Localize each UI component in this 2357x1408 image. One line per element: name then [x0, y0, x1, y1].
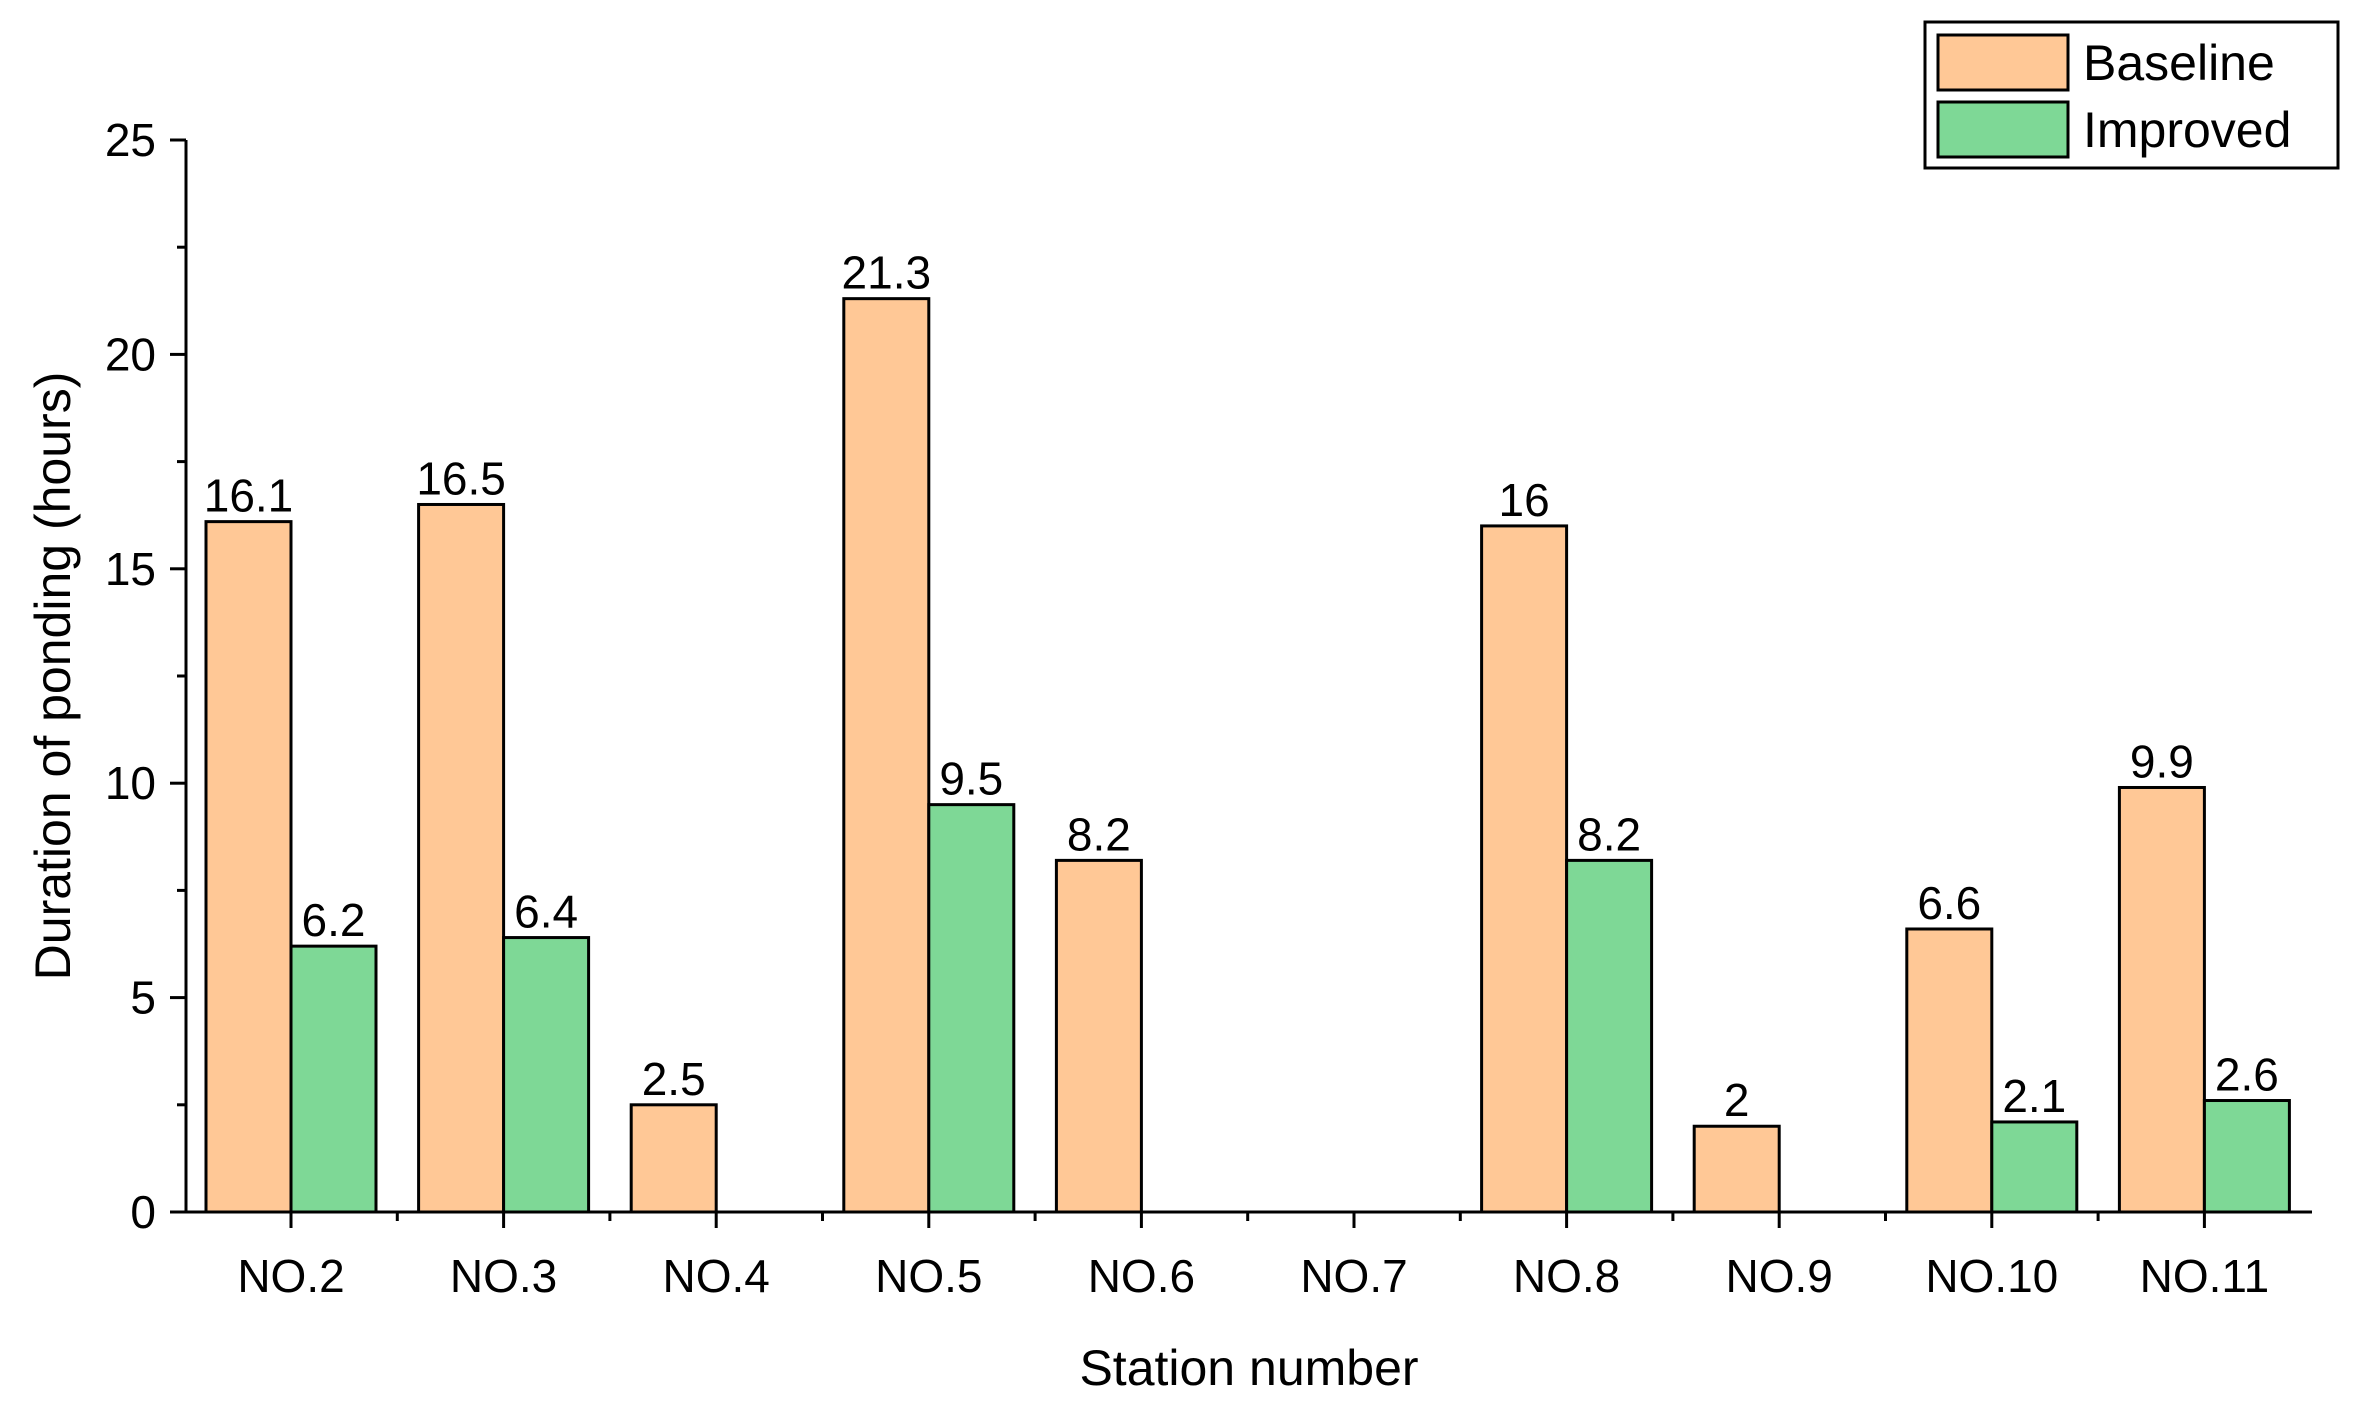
bar-value-label-baseline-0: 16.1	[204, 470, 294, 522]
bar-value-label-baseline-4: 8.2	[1067, 808, 1131, 860]
bar-baseline-2	[629, 1103, 718, 1214]
bar-value-label-improved-0: 6.2	[302, 894, 366, 946]
legend-swatch-baseline	[1936, 33, 2070, 92]
bar-value-label-baseline-7: 2	[1724, 1074, 1750, 1126]
bar-value-label-baseline-1: 16.5	[416, 452, 506, 504]
x-tick-label-3: NO.5	[875, 1250, 982, 1302]
bar-baseline-9	[2117, 785, 2206, 1214]
x-tick-label-8: NO.10	[1925, 1250, 2058, 1302]
bar-value-label-baseline-6: 16	[1499, 474, 1550, 526]
bar-value-label-improved-3: 9.5	[939, 753, 1003, 805]
y-tick-label-5: 25	[105, 114, 156, 166]
y-ticks-group: 0 5 10 15 20 25	[105, 114, 186, 1238]
x-axis-title: Station number	[1079, 1340, 1418, 1396]
bar-value-label-baseline-3: 21.3	[842, 247, 932, 299]
bar-baseline-1	[417, 502, 506, 1214]
x-tick-label-6: NO.8	[1513, 1250, 1620, 1302]
bar-improved-1	[502, 936, 591, 1214]
bars-group	[204, 297, 2291, 1214]
bar-improved-0	[289, 944, 378, 1214]
bar-improved-6	[1565, 858, 1654, 1214]
bar-value-label-improved-1: 6.4	[514, 886, 578, 938]
bar-baseline-3	[842, 297, 931, 1214]
y-tick-label-1: 5	[130, 972, 156, 1024]
bar-baseline-0	[204, 520, 293, 1214]
legend-label-improved: Improved	[2083, 102, 2291, 158]
x-tick-label-5: NO.7	[1300, 1250, 1407, 1302]
x-tick-label-1: NO.3	[450, 1250, 557, 1302]
x-tick-label-9: NO.11	[2140, 1250, 2270, 1302]
bar-baseline-7	[1692, 1124, 1781, 1214]
bar-value-label-baseline-2: 2.5	[642, 1053, 706, 1105]
y-axis-title: Duration of ponding (hours)	[25, 372, 81, 981]
x-tick-label-2: NO.4	[663, 1250, 770, 1302]
y-tick-label-2: 10	[105, 757, 156, 809]
bar-baseline-8	[1905, 927, 1994, 1214]
x-tick-label-0: NO.2	[237, 1250, 344, 1302]
y-tick-label-3: 15	[105, 543, 156, 595]
legend-swatch-improved	[1936, 100, 2070, 159]
x-tick-label-4: NO.6	[1088, 1250, 1195, 1302]
y-tick-label-4: 20	[105, 328, 156, 380]
bar-improved-8	[1990, 1120, 2079, 1214]
bar-labels-group: 16.1 6.2 16.5 6.4 2.5 21.3 9.5 8.2 16 8.2 2 6.6 2.1 9…	[204, 247, 2279, 1127]
bar-value-label-improved-6: 8.2	[1577, 808, 1641, 860]
bar-value-label-improved-9: 2.6	[2215, 1049, 2279, 1101]
legend-label-baseline: Baseline	[2083, 35, 2275, 91]
y-tick-label-0: 0	[130, 1186, 156, 1238]
x-ticks-group: NO.2 NO.3 NO.4 NO.5 NO.6 NO.7 NO.8 NO.9 NO.10 NO.…	[237, 1212, 2269, 1302]
bar-improved-9	[2202, 1099, 2291, 1214]
bar-baseline-4	[1054, 858, 1143, 1214]
bar-improved-3	[927, 803, 1016, 1214]
bar-value-label-improved-8: 2.1	[2002, 1070, 2066, 1122]
legend: Baseline Improved	[1923, 20, 2340, 170]
x-tick-label-7: NO.9	[1726, 1250, 1833, 1302]
bar-value-label-baseline-9: 9.9	[2130, 735, 2194, 787]
bar-baseline-6	[1480, 524, 1569, 1214]
bar-value-label-baseline-8: 6.6	[1917, 877, 1981, 929]
